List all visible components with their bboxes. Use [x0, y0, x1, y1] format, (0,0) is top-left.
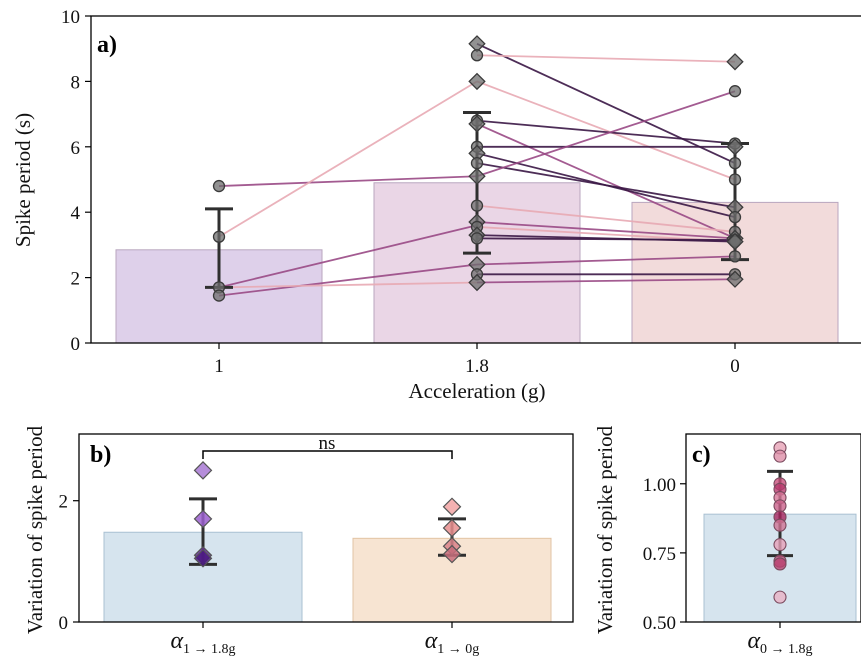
y-tick-label: 2 [59, 492, 69, 513]
data-point [468, 72, 486, 91]
y-tick-label: 0 [71, 334, 81, 355]
y-tick-label: 10 [61, 7, 80, 28]
data-point [468, 144, 486, 163]
panel-c-ylabel: Variation of spike period [593, 425, 617, 634]
data-point [726, 198, 744, 216]
paired-line [476, 221, 736, 240]
data-point [212, 179, 226, 193]
data-point [773, 499, 787, 513]
panel-c-xtick-1: α0 → 1.8g [747, 628, 812, 657]
paired-line [218, 281, 478, 289]
x-tick-label: 1 [214, 356, 224, 377]
y-tick-label: 2 [71, 269, 81, 290]
data-point [470, 199, 484, 212]
paired-line [476, 80, 736, 181]
paired-line [476, 90, 736, 178]
data-point [470, 49, 484, 62]
panel-c-label: c) [692, 442, 711, 468]
paired-line [476, 278, 736, 284]
y-tick-label: 0 [59, 613, 69, 634]
panel-b-xtick-1: α1 → 1.8g [170, 628, 235, 657]
data-point [470, 232, 484, 245]
data-point [193, 548, 213, 568]
x-tick-label: 1.8 [465, 356, 489, 377]
y-tick-label: 0.75 [643, 544, 676, 565]
data-point [726, 270, 744, 288]
y-tick-label: 6 [71, 138, 81, 159]
y-tick-label: 1.00 [643, 475, 676, 496]
data-point [728, 156, 742, 170]
significance-bracket [202, 450, 453, 459]
panel-b-xtick-2: α1 → 0g [425, 628, 480, 657]
data-point [468, 35, 486, 53]
paired-line [218, 263, 478, 297]
data-point [773, 557, 787, 571]
panel-c-frame [685, 433, 861, 623]
paired-line [218, 80, 478, 238]
paired-line [476, 237, 736, 241]
data-point [726, 53, 744, 71]
data-point [193, 509, 213, 529]
paired-line [476, 123, 736, 240]
panel-b: 0 2 ns b) Variation of spike period α1 → … [23, 425, 574, 657]
x-tick-label: 0 [730, 356, 740, 377]
data-point [193, 461, 213, 480]
data-point [728, 250, 742, 263]
panel-a: 0 2 4 6 8 10 1 1.8 0 a) Acceleration (g) Spike … [11, 7, 861, 403]
data-point [468, 167, 486, 185]
data-point [773, 449, 787, 463]
paired-line [476, 54, 736, 63]
panel-c: 0.50 0.75 1.00 c) Variation of spike perio… [593, 425, 861, 657]
data-point [726, 232, 744, 251]
paired-line [476, 204, 736, 233]
data-point [773, 538, 787, 552]
paired-line [476, 42, 736, 164]
data-point [468, 255, 486, 274]
significance-label: ns [319, 433, 336, 454]
paired-line [476, 255, 736, 266]
y-tick-label: 0.50 [643, 613, 676, 634]
panel-a-xlabel: Acceleration (g) [408, 379, 545, 403]
panel-b-frame [78, 433, 574, 623]
panel-b-ylabel: Variation of spike period [23, 425, 47, 634]
y-tick-label: 4 [71, 203, 81, 224]
data-point [470, 156, 484, 170]
data-point [773, 518, 787, 532]
paired-line [476, 119, 736, 145]
y-tick-label: 8 [71, 72, 81, 93]
data-point [442, 497, 462, 517]
panel-a-label: a) [97, 32, 117, 58]
data-point [728, 85, 742, 98]
panel-b-label: b) [90, 442, 111, 468]
data-point [728, 173, 742, 186]
data-point [728, 210, 742, 224]
data-point [726, 138, 744, 156]
paired-line [218, 175, 478, 187]
paired-line [218, 224, 478, 289]
data-point [468, 273, 486, 292]
data-point [212, 230, 226, 243]
data-point [442, 518, 462, 538]
panel-a-ylabel: Spike period (s) [11, 113, 35, 247]
data-point [468, 115, 486, 133]
data-point [442, 544, 462, 564]
data-point [773, 590, 787, 604]
data-point [212, 289, 226, 302]
paired-line [476, 162, 736, 209]
